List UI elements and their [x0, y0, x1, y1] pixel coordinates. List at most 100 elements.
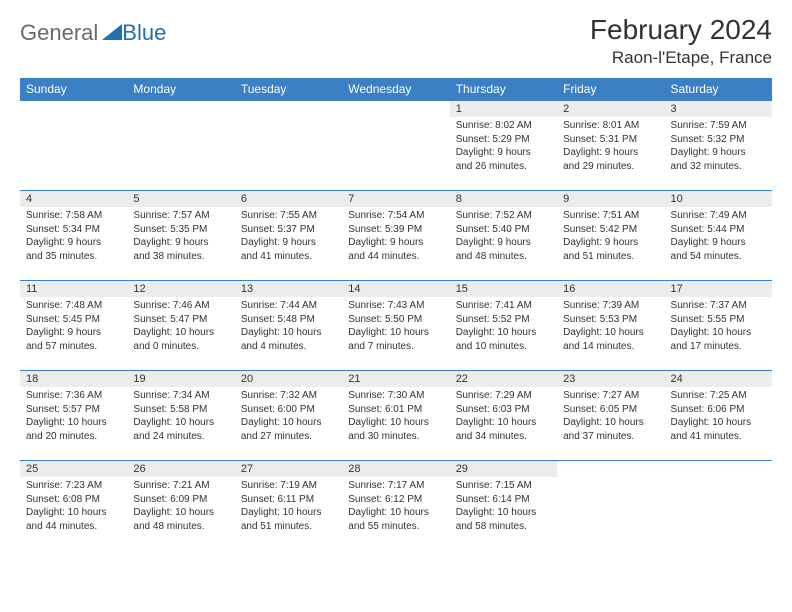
daylight-text: and 27 minutes. [241, 430, 336, 444]
day-details: Sunrise: 7:46 AMSunset: 5:47 PMDaylight:… [127, 297, 234, 357]
sunset-text: Sunset: 6:11 PM [241, 493, 336, 507]
day-details: Sunrise: 7:51 AMSunset: 5:42 PMDaylight:… [557, 207, 664, 267]
calendar-day-cell: 19Sunrise: 7:34 AMSunset: 5:58 PMDayligh… [127, 371, 234, 461]
daylight-text: Daylight: 9 hours [26, 326, 121, 340]
calendar-day-cell: 25Sunrise: 7:23 AMSunset: 6:08 PMDayligh… [20, 461, 127, 551]
day-details: Sunrise: 7:36 AMSunset: 5:57 PMDaylight:… [20, 387, 127, 447]
calendar-empty-cell [342, 101, 449, 191]
daylight-text: Daylight: 9 hours [348, 236, 443, 250]
weekday-header: Wednesday [342, 78, 449, 101]
sunrise-text: Sunrise: 7:51 AM [563, 209, 658, 223]
sunrise-text: Sunrise: 7:52 AM [456, 209, 551, 223]
sunset-text: Sunset: 6:12 PM [348, 493, 443, 507]
daylight-text: and 57 minutes. [26, 340, 121, 354]
day-number: 20 [235, 371, 342, 387]
sunset-text: Sunset: 5:57 PM [26, 403, 121, 417]
day-number: 25 [20, 461, 127, 477]
daylight-text: and 51 minutes. [563, 250, 658, 264]
calendar-day-cell: 23Sunrise: 7:27 AMSunset: 6:05 PMDayligh… [557, 371, 664, 461]
day-details: Sunrise: 8:01 AMSunset: 5:31 PMDaylight:… [557, 117, 664, 177]
day-details: Sunrise: 7:23 AMSunset: 6:08 PMDaylight:… [20, 477, 127, 537]
calendar-day-cell: 13Sunrise: 7:44 AMSunset: 5:48 PMDayligh… [235, 281, 342, 371]
sunrise-text: Sunrise: 7:30 AM [348, 389, 443, 403]
day-details: Sunrise: 7:58 AMSunset: 5:34 PMDaylight:… [20, 207, 127, 267]
sunrise-text: Sunrise: 7:27 AM [563, 389, 658, 403]
day-details: Sunrise: 7:55 AMSunset: 5:37 PMDaylight:… [235, 207, 342, 267]
day-number: 3 [665, 101, 772, 117]
day-number: 1 [450, 101, 557, 117]
calendar-day-cell: 12Sunrise: 7:46 AMSunset: 5:47 PMDayligh… [127, 281, 234, 371]
daylight-text: Daylight: 9 hours [671, 146, 766, 160]
sunrise-text: Sunrise: 7:55 AM [241, 209, 336, 223]
day-details: Sunrise: 7:37 AMSunset: 5:55 PMDaylight:… [665, 297, 772, 357]
calendar-day-cell: 20Sunrise: 7:32 AMSunset: 6:00 PMDayligh… [235, 371, 342, 461]
sunset-text: Sunset: 6:14 PM [456, 493, 551, 507]
calendar-day-cell: 14Sunrise: 7:43 AMSunset: 5:50 PMDayligh… [342, 281, 449, 371]
day-details: Sunrise: 7:34 AMSunset: 5:58 PMDaylight:… [127, 387, 234, 447]
daylight-text: and 0 minutes. [133, 340, 228, 354]
daylight-text: Daylight: 9 hours [563, 236, 658, 250]
daylight-text: and 54 minutes. [671, 250, 766, 264]
day-details: Sunrise: 7:17 AMSunset: 6:12 PMDaylight:… [342, 477, 449, 537]
sunrise-text: Sunrise: 7:37 AM [671, 299, 766, 313]
calendar-header-row: SundayMondayTuesdayWednesdayThursdayFrid… [20, 78, 772, 101]
sunset-text: Sunset: 5:31 PM [563, 133, 658, 147]
daylight-text: and 48 minutes. [133, 520, 228, 534]
day-details: Sunrise: 7:39 AMSunset: 5:53 PMDaylight:… [557, 297, 664, 357]
day-number: 14 [342, 281, 449, 297]
day-details: Sunrise: 7:49 AMSunset: 5:44 PMDaylight:… [665, 207, 772, 267]
sunrise-text: Sunrise: 7:39 AM [563, 299, 658, 313]
day-number: 23 [557, 371, 664, 387]
calendar-empty-cell [235, 101, 342, 191]
calendar-day-cell: 4Sunrise: 7:58 AMSunset: 5:34 PMDaylight… [20, 191, 127, 281]
sunset-text: Sunset: 5:39 PM [348, 223, 443, 237]
calendar-day-cell: 6Sunrise: 7:55 AMSunset: 5:37 PMDaylight… [235, 191, 342, 281]
day-details: Sunrise: 8:02 AMSunset: 5:29 PMDaylight:… [450, 117, 557, 177]
sunrise-text: Sunrise: 7:44 AM [241, 299, 336, 313]
daylight-text: and 29 minutes. [563, 160, 658, 174]
title-block: February 2024 Raon-l'Etape, France [590, 14, 772, 68]
day-number: 29 [450, 461, 557, 477]
daylight-text: and 51 minutes. [241, 520, 336, 534]
daylight-text: and 35 minutes. [26, 250, 121, 264]
calendar-day-cell: 29Sunrise: 7:15 AMSunset: 6:14 PMDayligh… [450, 461, 557, 551]
sunrise-text: Sunrise: 7:29 AM [456, 389, 551, 403]
sunrise-text: Sunrise: 7:23 AM [26, 479, 121, 493]
sunset-text: Sunset: 6:01 PM [348, 403, 443, 417]
day-details: Sunrise: 7:30 AMSunset: 6:01 PMDaylight:… [342, 387, 449, 447]
day-number: 13 [235, 281, 342, 297]
sunrise-text: Sunrise: 7:34 AM [133, 389, 228, 403]
calendar-week-row: 18Sunrise: 7:36 AMSunset: 5:57 PMDayligh… [20, 371, 772, 461]
daylight-text: Daylight: 10 hours [671, 326, 766, 340]
daylight-text: and 32 minutes. [671, 160, 766, 174]
daylight-text: and 20 minutes. [26, 430, 121, 444]
sunrise-text: Sunrise: 7:21 AM [133, 479, 228, 493]
daylight-text: and 44 minutes. [348, 250, 443, 264]
daylight-text: and 48 minutes. [456, 250, 551, 264]
logo-text-blue: Blue [122, 20, 166, 46]
calendar-week-row: 11Sunrise: 7:48 AMSunset: 5:45 PMDayligh… [20, 281, 772, 371]
sunset-text: Sunset: 6:08 PM [26, 493, 121, 507]
calendar-day-cell: 17Sunrise: 7:37 AMSunset: 5:55 PMDayligh… [665, 281, 772, 371]
daylight-text: Daylight: 9 hours [26, 236, 121, 250]
sunset-text: Sunset: 5:45 PM [26, 313, 121, 327]
sunset-text: Sunset: 5:29 PM [456, 133, 551, 147]
sunrise-text: Sunrise: 7:25 AM [671, 389, 766, 403]
calendar-day-cell: 16Sunrise: 7:39 AMSunset: 5:53 PMDayligh… [557, 281, 664, 371]
daylight-text: and 10 minutes. [456, 340, 551, 354]
calendar-table: SundayMondayTuesdayWednesdayThursdayFrid… [20, 78, 772, 551]
logo-text-general: General [20, 20, 98, 46]
sunset-text: Sunset: 5:55 PM [671, 313, 766, 327]
sunrise-text: Sunrise: 7:32 AM [241, 389, 336, 403]
daylight-text: Daylight: 10 hours [348, 326, 443, 340]
day-details: Sunrise: 7:54 AMSunset: 5:39 PMDaylight:… [342, 207, 449, 267]
daylight-text: Daylight: 10 hours [26, 416, 121, 430]
sunset-text: Sunset: 5:58 PM [133, 403, 228, 417]
daylight-text: and 30 minutes. [348, 430, 443, 444]
day-number: 5 [127, 191, 234, 207]
daylight-text: Daylight: 10 hours [348, 416, 443, 430]
weekday-header: Sunday [20, 78, 127, 101]
daylight-text: and 7 minutes. [348, 340, 443, 354]
sunset-text: Sunset: 5:47 PM [133, 313, 228, 327]
calendar-day-cell: 9Sunrise: 7:51 AMSunset: 5:42 PMDaylight… [557, 191, 664, 281]
